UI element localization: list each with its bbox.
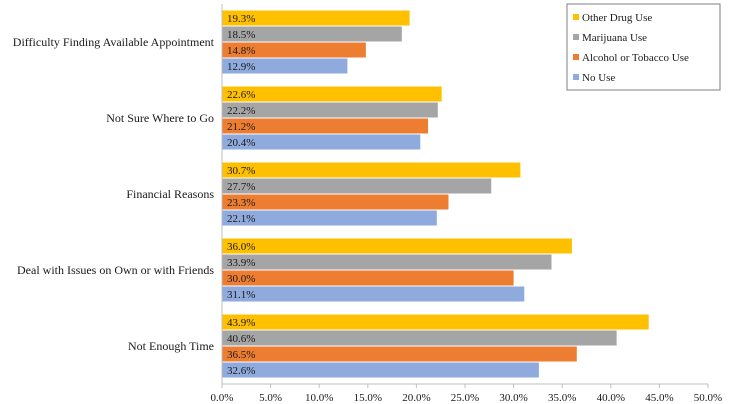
bar bbox=[222, 58, 348, 74]
legend-label: Alcohol or Tobacco Use bbox=[582, 52, 689, 64]
bar bbox=[222, 210, 437, 226]
bar bbox=[222, 238, 572, 254]
bar bbox=[222, 162, 521, 178]
data-label: 18.5% bbox=[227, 29, 255, 41]
x-tick-label: 50.0% bbox=[694, 392, 722, 404]
data-label: 30.7% bbox=[227, 165, 255, 177]
data-label: 14.8% bbox=[227, 45, 255, 57]
x-tick-label: 25.0% bbox=[451, 392, 479, 404]
bar bbox=[222, 362, 539, 378]
x-tick-label: 5.0% bbox=[259, 392, 282, 404]
bar bbox=[222, 286, 525, 302]
bar bbox=[222, 194, 449, 210]
bar bbox=[222, 26, 402, 42]
bar bbox=[222, 314, 649, 330]
category-label: Difficulty Finding Available Appointment bbox=[13, 35, 215, 49]
axes-layer: Difficulty Finding Available Appointment… bbox=[13, 4, 722, 404]
x-tick-label: 15.0% bbox=[354, 392, 382, 404]
bar bbox=[222, 270, 514, 286]
x-tick-label: 20.0% bbox=[402, 392, 430, 404]
x-tick-label: 30.0% bbox=[499, 392, 527, 404]
bar bbox=[222, 330, 617, 346]
category-label: Not Sure Where to Go bbox=[106, 111, 214, 125]
bar bbox=[222, 134, 421, 150]
data-label: 33.9% bbox=[227, 257, 255, 269]
legend-box bbox=[566, 3, 721, 91]
data-label: 43.9% bbox=[227, 317, 255, 329]
x-tick-label: 40.0% bbox=[597, 392, 625, 404]
data-label: 36.0% bbox=[227, 241, 255, 253]
legend-swatch bbox=[573, 74, 579, 80]
legend-swatch bbox=[573, 34, 579, 40]
bars-layer: 19.3% 18.5% 14.8% 12.9% 22.6% 22.2% 21.2% 20.4%… bbox=[222, 10, 649, 378]
legend-swatch bbox=[573, 54, 579, 60]
category-label: Deal with Issues on Own or with Friends bbox=[17, 263, 214, 277]
data-label: 31.1% bbox=[227, 289, 255, 301]
bar bbox=[222, 10, 410, 26]
data-label: 23.3% bbox=[227, 197, 255, 209]
legend-label: Other Drug Use bbox=[582, 12, 652, 24]
data-label: 27.7% bbox=[227, 181, 255, 193]
x-tick-label: 45.0% bbox=[645, 392, 673, 404]
data-label: 40.6% bbox=[227, 333, 255, 345]
data-label: 20.4% bbox=[227, 137, 255, 149]
legend-label: No Use bbox=[582, 72, 615, 84]
category-label: Not Enough Time bbox=[128, 339, 214, 353]
data-label: 36.5% bbox=[227, 349, 255, 361]
data-label: 19.3% bbox=[227, 13, 255, 25]
data-label: 22.2% bbox=[227, 105, 255, 117]
bar bbox=[222, 118, 429, 134]
bar bbox=[222, 254, 552, 270]
legend-swatch bbox=[573, 14, 579, 20]
bar bbox=[222, 346, 577, 362]
data-label: 21.2% bbox=[227, 121, 255, 133]
x-tick-label: 35.0% bbox=[548, 392, 576, 404]
data-label: 32.6% bbox=[227, 365, 255, 377]
bar bbox=[222, 42, 366, 58]
x-tick-label: 10.0% bbox=[305, 392, 333, 404]
data-label: 22.1% bbox=[227, 213, 255, 225]
data-label: 12.9% bbox=[227, 61, 255, 73]
bar bbox=[222, 178, 492, 194]
data-label: 30.0% bbox=[227, 273, 255, 285]
bar bbox=[222, 102, 438, 118]
data-label: 22.6% bbox=[227, 89, 255, 101]
legend: Other Drug Use Marijuana Use Alcohol or To… bbox=[566, 3, 721, 91]
category-label: Financial Reasons bbox=[126, 187, 214, 201]
bar bbox=[222, 86, 442, 102]
x-tick-label: 0.0% bbox=[211, 392, 234, 404]
legend-label: Marijuana Use bbox=[582, 32, 647, 44]
